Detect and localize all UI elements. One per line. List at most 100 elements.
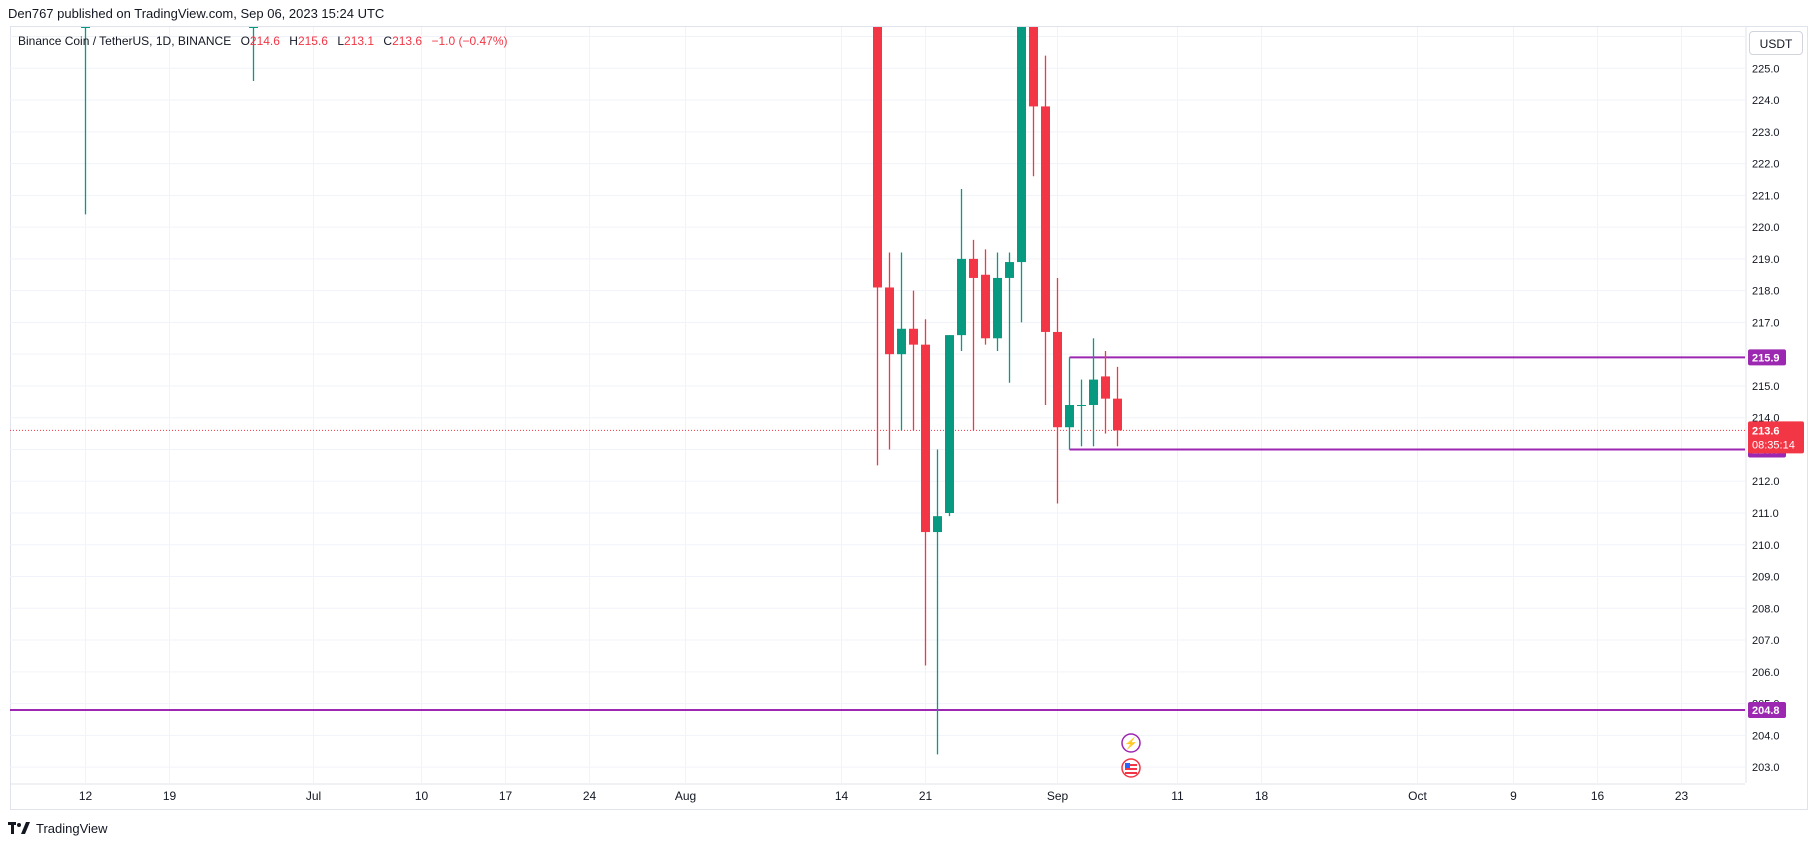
candle bbox=[909, 290, 918, 431]
high-value: 215.6 bbox=[297, 34, 328, 48]
x-tick-label: 24 bbox=[583, 789, 597, 803]
candle bbox=[1113, 366, 1122, 447]
candle-body bbox=[909, 328, 918, 345]
candle bbox=[933, 449, 942, 755]
level-price-tag: 215.9 bbox=[1752, 352, 1780, 364]
current-price-tag: 213.6 bbox=[1752, 425, 1780, 437]
x-tick-label: Oct bbox=[1408, 789, 1427, 803]
x-tick-label: 18 bbox=[1255, 789, 1269, 803]
lightning-event-icon[interactable]: ⚡ bbox=[1121, 733, 1141, 753]
candle-body bbox=[1113, 398, 1122, 431]
candles bbox=[81, 27, 1122, 755]
candle-body bbox=[897, 328, 906, 355]
y-tick-label: 224.0 bbox=[1752, 95, 1780, 107]
currency-button[interactable]: USDT bbox=[1749, 31, 1803, 55]
x-tick-label: 11 bbox=[1171, 789, 1184, 803]
y-tick-label: 207.0 bbox=[1752, 635, 1780, 647]
candle-body bbox=[981, 274, 990, 339]
current-price-tag-bg bbox=[1748, 421, 1804, 454]
y-tick-label: 211.0 bbox=[1752, 508, 1779, 520]
candle bbox=[1089, 338, 1098, 447]
tradingview-logo-icon bbox=[8, 822, 30, 834]
y-tick-label: 223.0 bbox=[1752, 127, 1780, 139]
x-tick-label: 14 bbox=[835, 789, 849, 803]
candle bbox=[957, 189, 966, 351]
close-value: 213.6 bbox=[392, 34, 423, 48]
high-label: H bbox=[289, 34, 298, 48]
candle bbox=[993, 252, 1002, 351]
candle-body bbox=[1017, 27, 1026, 263]
event-markers: ⚡ bbox=[1121, 733, 1141, 778]
change-value: −1.0 (−0.47%) bbox=[431, 34, 508, 48]
x-tick-label: 16 bbox=[1591, 789, 1605, 803]
y-tick-label: 206.0 bbox=[1752, 667, 1780, 679]
candle-body bbox=[1101, 376, 1110, 399]
symbol-title: Binance Coin / TetherUS, 1D, BINANCE bbox=[18, 34, 232, 48]
low-value: 213.1 bbox=[344, 34, 375, 48]
candle bbox=[1101, 351, 1110, 434]
x-tick-label: 10 bbox=[415, 789, 429, 803]
candle bbox=[885, 252, 894, 450]
low-label: L bbox=[337, 34, 345, 48]
y-tick-label: 221.0 bbox=[1752, 190, 1780, 202]
close-label: C bbox=[383, 34, 393, 48]
candle bbox=[1029, 27, 1038, 177]
candle-body bbox=[885, 287, 894, 355]
open-value: 214.6 bbox=[249, 34, 280, 48]
level-price-tag: 204.8 bbox=[1752, 705, 1780, 717]
y-tick-label: 209.0 bbox=[1752, 572, 1780, 584]
candle-body bbox=[921, 344, 930, 533]
candle-body bbox=[993, 277, 1002, 339]
y-tick-label: 203.0 bbox=[1752, 762, 1780, 774]
y-tick-label: 215.0 bbox=[1752, 381, 1780, 393]
candle-body bbox=[933, 516, 942, 533]
candle-body bbox=[81, 27, 90, 28]
y-tick-label: 225.0 bbox=[1752, 63, 1780, 75]
candle bbox=[1053, 277, 1062, 504]
candle-body bbox=[969, 258, 978, 278]
y-tick-label: 208.0 bbox=[1752, 603, 1780, 615]
candle bbox=[873, 27, 882, 466]
us-flag-event-icon[interactable] bbox=[1121, 758, 1141, 778]
candle-body bbox=[1089, 379, 1098, 405]
candle bbox=[1065, 357, 1074, 450]
y-tick-label: 219.0 bbox=[1752, 254, 1780, 266]
candle bbox=[81, 27, 90, 215]
candle bbox=[945, 335, 954, 517]
candle bbox=[1077, 379, 1086, 447]
svg-text:⚡: ⚡ bbox=[1124, 737, 1138, 750]
candle-body bbox=[1053, 331, 1062, 428]
x-tick-label: 19 bbox=[163, 789, 177, 803]
candle-body bbox=[249, 27, 258, 28]
footer-brand: TradingView bbox=[36, 820, 108, 836]
candle-body bbox=[1065, 405, 1074, 428]
price-axis: 203.0204.0205.0206.0207.0208.0209.0210.0… bbox=[1752, 32, 1780, 775]
candle-body bbox=[1077, 405, 1086, 406]
open-label: O bbox=[240, 34, 250, 48]
x-tick-label: Jul bbox=[306, 789, 321, 803]
countdown-tag: 08:35:14 bbox=[1752, 439, 1795, 451]
y-tick-label: 217.0 bbox=[1752, 317, 1780, 329]
x-tick-label: 21 bbox=[919, 789, 933, 803]
candle bbox=[921, 319, 930, 666]
y-tick-label: 218.0 bbox=[1752, 286, 1780, 298]
published-info: Den767 published on TradingView.com, Sep… bbox=[8, 6, 385, 21]
candle bbox=[249, 27, 258, 81]
candle bbox=[969, 239, 978, 431]
candle-body bbox=[1005, 262, 1014, 278]
candle bbox=[1005, 252, 1014, 383]
x-tick-label: Aug bbox=[675, 789, 696, 803]
candle-body bbox=[1029, 27, 1038, 107]
x-tick-label: 12 bbox=[79, 789, 93, 803]
symbol-legend: Binance Coin / TetherUS, 1D, BINANCE O21… bbox=[18, 34, 508, 48]
publish-bar: Den767 published on TradingView.com, Sep… bbox=[0, 0, 1819, 26]
candle bbox=[981, 249, 990, 345]
x-tick-label: Sep bbox=[1047, 789, 1069, 803]
y-tick-label: 212.0 bbox=[1752, 476, 1780, 488]
candle bbox=[1041, 55, 1050, 405]
y-tick-label: 210.0 bbox=[1752, 540, 1780, 552]
candle-body bbox=[1041, 106, 1050, 332]
y-tick-label: 222.0 bbox=[1752, 159, 1780, 171]
